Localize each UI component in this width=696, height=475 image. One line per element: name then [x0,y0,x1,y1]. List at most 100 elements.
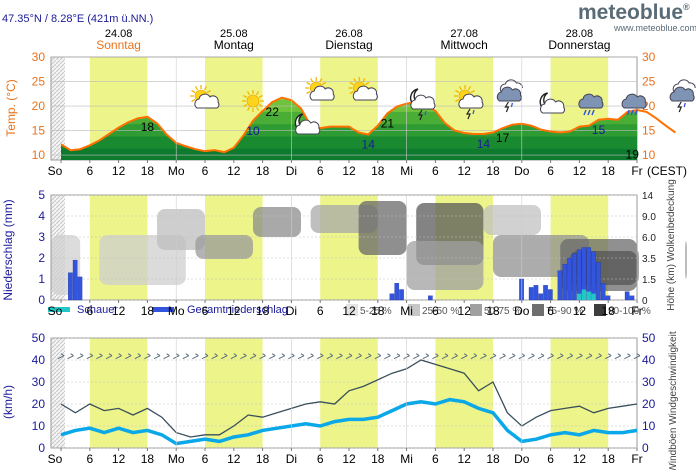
precip-bar [600,283,606,301]
sun-icon [242,90,264,112]
day-name: Donnerstag [548,38,610,52]
cloud-rain-icon [621,93,647,116]
wind-direction-arrow [211,353,218,360]
time-label: Di [286,164,297,178]
time-label: 6 [202,452,209,466]
temp-axis-label: Temp. (°C) [4,79,18,136]
legend-cloud-swatch [594,304,606,316]
legend-cloud-label: 90-100 % [608,306,651,317]
cloud-shape [496,86,522,102]
cloud-shape [194,93,220,109]
precip-bar [428,295,433,301]
sun-cloud-icon [190,85,220,109]
moon-cloud-icon [294,113,321,135]
wind-direction-arrow [364,353,372,360]
time-label: 12 [112,452,126,466]
temp-min-label: 10 [246,124,260,138]
wind-direction-arrow [259,353,266,360]
time-label: Mi [400,452,413,466]
time-label: 6 [86,452,93,466]
cloud-shape [540,98,566,114]
time-label: 18 [371,304,385,318]
sun-ray [255,91,260,96]
wind-direction-arrow [96,353,103,360]
wind-direction-arrow [192,353,199,360]
wind-direction-arrow [105,353,113,360]
wind-direction-arrow [595,353,602,360]
day-name: Sonntag [96,38,141,52]
thunder-bolt [465,108,471,120]
daylight-band [205,338,263,448]
cloud-shape [621,93,647,109]
sun-ray [194,86,199,91]
cloud-cover-patch [685,241,687,279]
precip-tick: 5 [38,188,45,202]
sun-ray [243,94,248,99]
sun-ray [255,106,260,111]
sun-ray [246,106,251,111]
sun-ray [455,98,460,103]
temp-band [61,147,637,160]
wind-direction-arrow [355,353,362,360]
legend-cloud-swatch [470,304,482,316]
time-label: 6 [202,164,209,178]
rain-drop [583,109,587,116]
precip-bar [394,283,400,301]
time-label: 12 [227,452,241,466]
cloud-cover-patch [358,201,407,255]
wind-direction-arrow [384,353,391,360]
rain-drop [472,109,475,115]
wind-direction-arrow [422,353,430,360]
legend-cloud-label: 50-75 % [484,306,521,317]
cloud-shape [672,79,696,93]
time-label: So [48,452,63,466]
sun-ray [362,78,366,83]
shower-bar [586,291,591,300]
time-label: Fr [631,452,642,466]
temp-min-label: 15 [592,123,606,137]
time-label: Fr [631,304,642,318]
precip-bar [543,285,548,301]
wind-direction-arrow [489,353,497,360]
wind-direction-arrow [547,353,554,360]
precip-bar [399,289,404,301]
temp-tick-right: 15 [642,124,656,138]
wind-direction-arrow [316,353,324,360]
temp-max-label: 19 [626,147,640,161]
temp-tick-left: 30 [32,50,46,64]
wind-direction-arrow [412,353,420,360]
sun-cloud-icon [348,77,378,101]
wind-direction-arrow [585,353,593,360]
precip-bar [591,251,596,301]
cloud-shape [410,94,436,110]
wind-direction-arrow [614,353,622,360]
wind-line [60,397,638,446]
cloud-cover-patch [483,205,541,235]
legend-total-label: Gesamtniederschlag [187,304,288,316]
time-label: 18 [602,452,616,466]
wind-tick-left: 40 [32,353,46,367]
precip-bar [528,287,534,301]
time-label: 12 [342,164,356,178]
sun-cloud-icon [305,77,335,101]
shower-bar [577,293,582,300]
day-name: Mittwoch [441,38,488,52]
temp-min-label: 14 [477,137,491,151]
day-date: 26.08 [335,28,363,40]
timezone-label: (CEST) [647,164,687,178]
time-label: 6 [547,164,554,178]
sun-ray [206,89,211,94]
temp-max-label: 18 [141,120,155,134]
temp-tick-left: 15 [32,124,46,138]
cloud-rain-icon [578,93,604,116]
wind-direction-arrow [240,353,247,360]
time-label: 12 [458,304,472,318]
time-label: 18 [256,304,270,318]
rain-drop [626,109,630,116]
sun-ray [455,89,460,94]
legend-cloud-label: 5-25 % [360,306,392,317]
wind-direction-arrow [278,353,286,360]
wind-direction-arrow [134,353,142,360]
cloud-shape [309,85,335,101]
time-label: 12 [342,452,356,466]
